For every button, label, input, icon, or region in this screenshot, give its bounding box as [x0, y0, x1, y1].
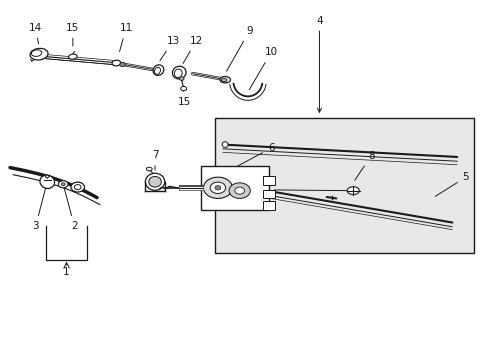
Text: 13: 13	[160, 36, 179, 61]
Ellipse shape	[146, 167, 152, 171]
Ellipse shape	[346, 187, 359, 194]
Ellipse shape	[154, 67, 160, 75]
Circle shape	[210, 182, 225, 193]
Text: 12: 12	[183, 36, 203, 63]
Circle shape	[61, 183, 65, 186]
Ellipse shape	[31, 50, 42, 57]
Text: 7: 7	[151, 150, 158, 170]
Text: 3: 3	[32, 184, 46, 231]
FancyBboxPatch shape	[201, 166, 268, 210]
FancyBboxPatch shape	[263, 190, 275, 198]
Text: 10: 10	[249, 48, 277, 90]
Text: 15: 15	[66, 23, 80, 46]
Ellipse shape	[221, 78, 226, 82]
Circle shape	[228, 183, 250, 198]
Circle shape	[74, 185, 81, 190]
Text: 14: 14	[29, 23, 42, 44]
Text: 5: 5	[434, 172, 468, 196]
Ellipse shape	[30, 48, 48, 60]
Ellipse shape	[222, 142, 227, 147]
Circle shape	[180, 86, 186, 91]
Circle shape	[203, 177, 232, 198]
Ellipse shape	[174, 69, 182, 77]
Text: 15: 15	[177, 91, 190, 107]
Text: 2: 2	[64, 187, 78, 231]
Circle shape	[234, 187, 244, 194]
Circle shape	[58, 181, 68, 188]
Text: 6: 6	[237, 143, 274, 166]
Ellipse shape	[112, 60, 121, 66]
Ellipse shape	[220, 76, 230, 83]
Ellipse shape	[68, 54, 77, 59]
Circle shape	[71, 182, 84, 192]
Circle shape	[120, 62, 125, 67]
Text: 1: 1	[63, 267, 70, 277]
Ellipse shape	[145, 173, 164, 190]
Text: 9: 9	[226, 26, 252, 71]
Ellipse shape	[172, 66, 185, 79]
Text: 8: 8	[354, 151, 374, 180]
Circle shape	[215, 186, 221, 190]
FancyBboxPatch shape	[263, 176, 275, 185]
Text: 11: 11	[119, 23, 132, 51]
FancyBboxPatch shape	[263, 201, 275, 210]
FancyBboxPatch shape	[215, 118, 473, 253]
Ellipse shape	[148, 176, 161, 187]
Ellipse shape	[40, 175, 55, 189]
Text: 4: 4	[315, 15, 322, 112]
Ellipse shape	[153, 65, 163, 75]
Circle shape	[179, 77, 183, 80]
